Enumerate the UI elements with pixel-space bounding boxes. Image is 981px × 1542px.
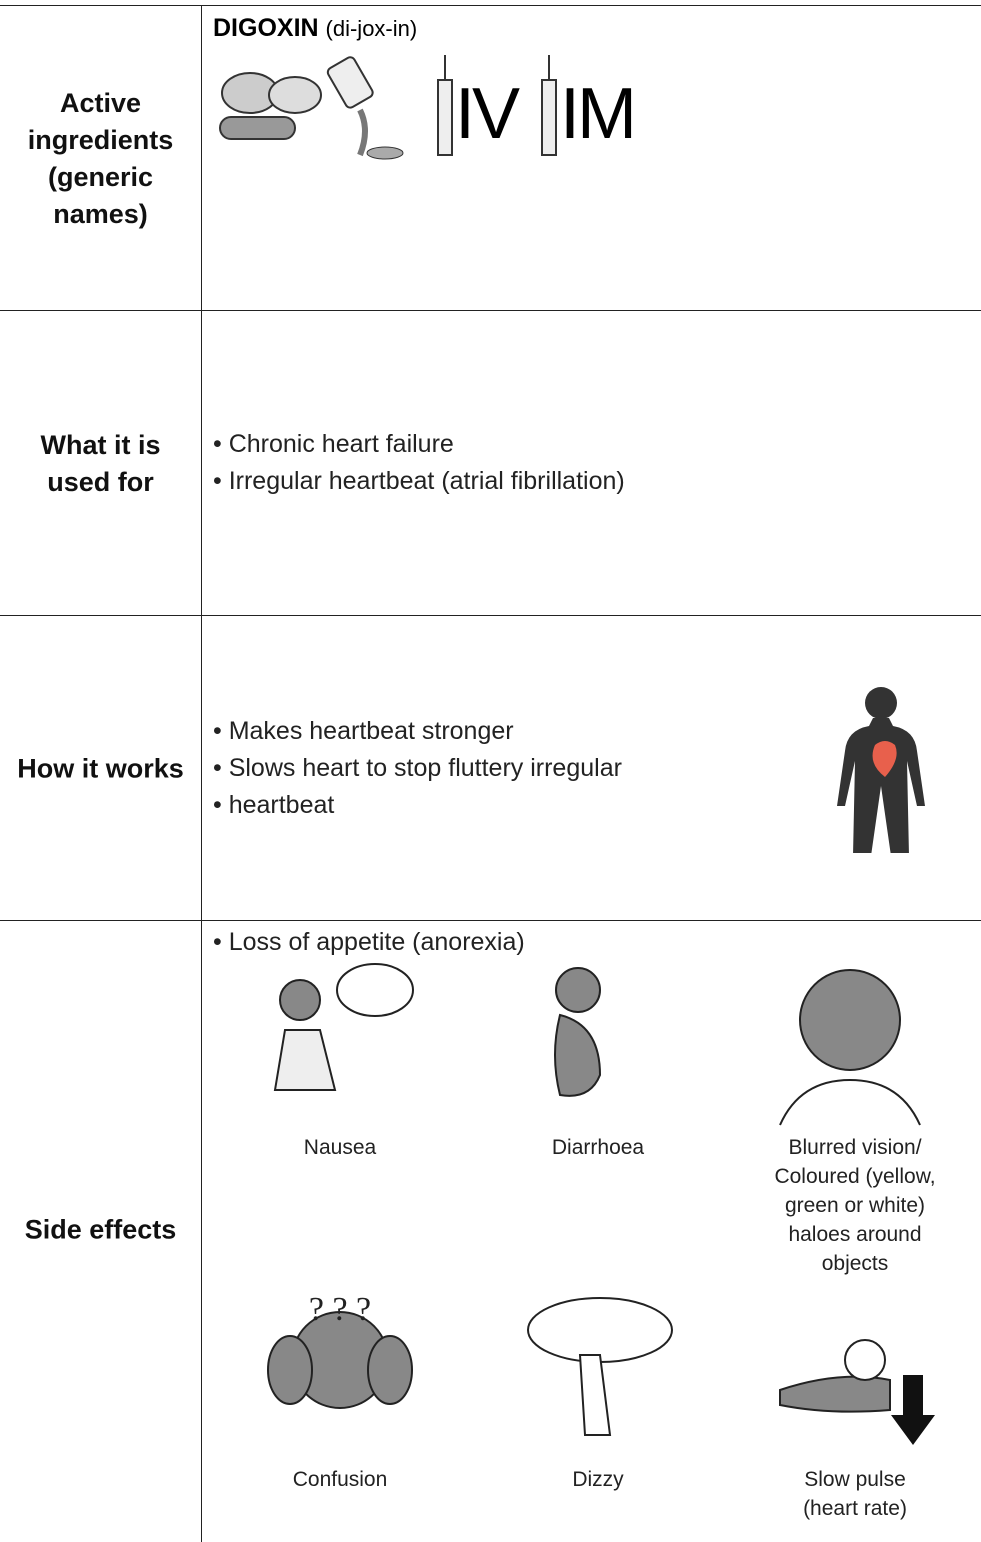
bullet-list: Chronic heart failure Irregular heartbea… (213, 426, 625, 500)
rule (0, 615, 981, 616)
pronunciation: (di-jox-in) (325, 16, 418, 41)
route-im: IM (560, 74, 637, 154)
row-label: What it is used for (40, 430, 161, 497)
bullet: heartbeat (213, 787, 622, 824)
svg-text:? ? ?: ? ? ? (309, 1291, 371, 1328)
side-effect-illustrations: ? ? ? (267, 963, 935, 1445)
bullet: Irregular heartbeat (atrial fibrillation… (213, 463, 625, 500)
rule (0, 920, 981, 921)
route-icons (219, 55, 557, 160)
rule (0, 310, 981, 311)
effect-caption: Confusion (292, 1468, 388, 1491)
body-heart-icon (837, 687, 925, 853)
bullet: Loss of appetite (anorexia) (213, 924, 525, 961)
drug-name: DIGOXIN (213, 14, 319, 42)
effect-caption: Dizzy (572, 1468, 624, 1491)
drug-line: DIGOXIN (di-jox-in) (213, 14, 417, 43)
bullet: Slows heart to stop fluttery irregular (213, 750, 622, 787)
effect-caption: Slow pulse (heart rate) (803, 1468, 907, 1520)
bullet-list: Loss of appetite (anorexia) (213, 924, 525, 961)
row-label: How it works (17, 753, 184, 784)
rule (201, 5, 202, 1542)
bullet: Chronic heart failure (213, 426, 625, 463)
row-label: Active ingredients (generic names) (27, 88, 174, 229)
row-label: Side effects (24, 1214, 177, 1245)
bullet: Makes heartbeat stronger (213, 713, 622, 750)
effect-caption: Blurred vision/ Coloured (yellow, green … (774, 1136, 936, 1275)
route-iv: IV (455, 74, 520, 154)
effect-caption: Nausea (303, 1136, 377, 1159)
rule (0, 5, 981, 6)
bullet-list: Makes heartbeat stronger Slows heart to … (213, 713, 622, 824)
effect-caption: Diarrhoea (551, 1136, 645, 1159)
